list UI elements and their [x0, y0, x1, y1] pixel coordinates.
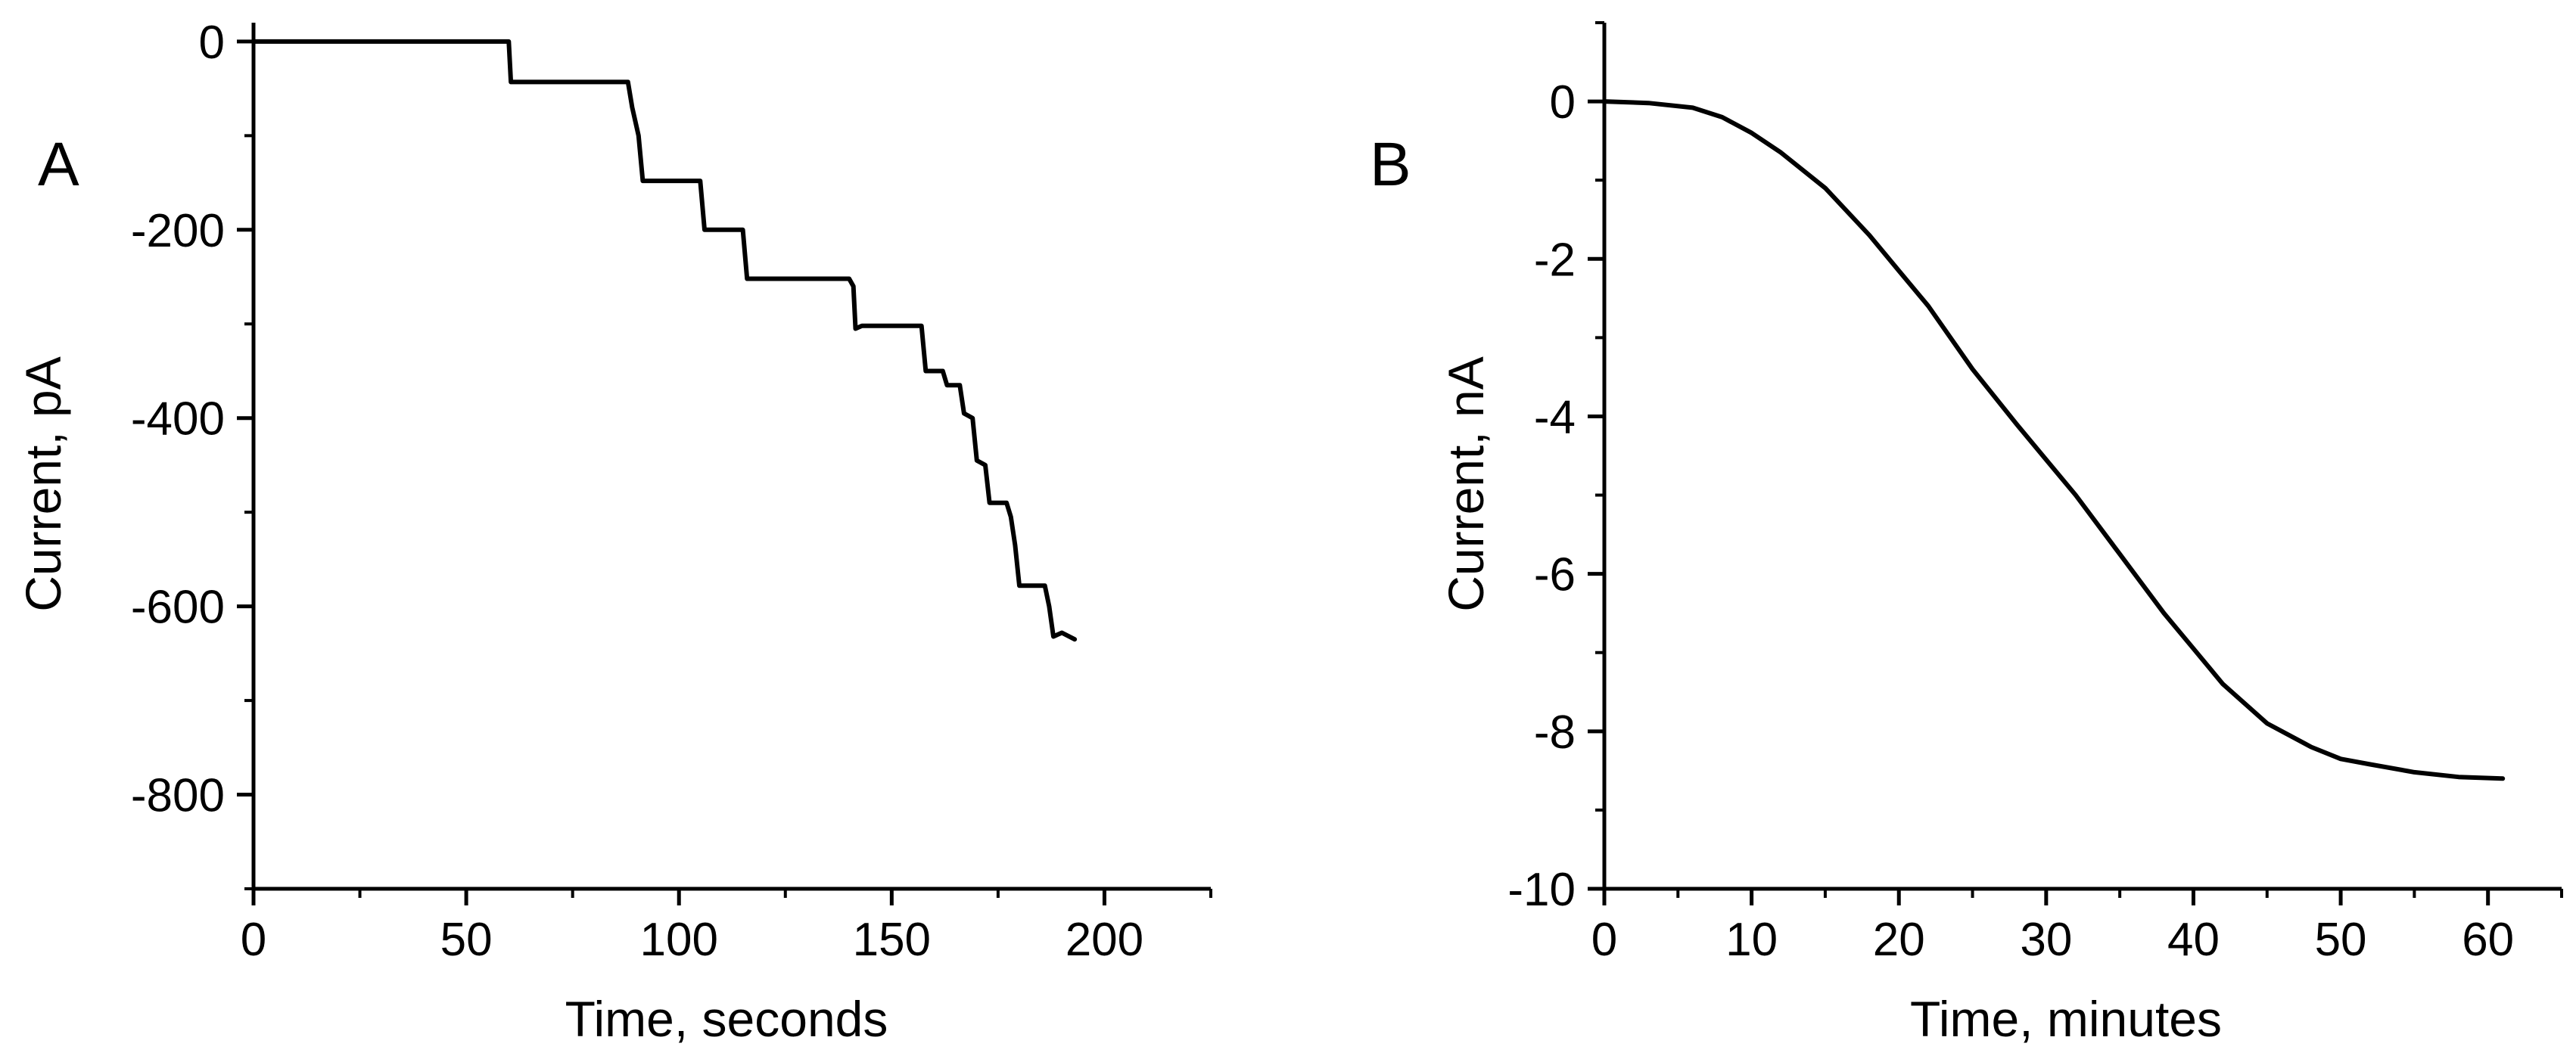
panel-b-xlabel: Time, minutes [1910, 991, 2222, 1047]
panel-a-y-tick-label: -200 [131, 205, 225, 257]
panel-b-y-tick-label: -8 [1534, 706, 1576, 759]
panel-b-chart: B Current, nA Time, minutes 0 10 20 30 40 50 6… [1370, 21, 2563, 1047]
panel-a-x-tick-label: 0 [241, 914, 266, 966]
panel-b-x-tick-label: 60 [2462, 914, 2514, 966]
panel-b-x-tick-label: 30 [2020, 914, 2072, 966]
panel-a-chart: A Current, pA Time, seconds 0 50 100 150 200… [15, 17, 1212, 1047]
panel-a-x-tick-label: 150 [853, 914, 931, 966]
panel-b-x-tick-label: 0 [1591, 914, 1617, 966]
panel-b-label: B [1370, 130, 1411, 199]
panel-b-ylabel: Current, nA [1438, 356, 1494, 611]
panel-a-x-tick-label: 200 [1066, 914, 1143, 966]
panel-a-y-tick-label: -400 [131, 393, 225, 446]
panel-b-x-tick-label: 20 [1873, 914, 1925, 966]
panel-b-y-tick-label: -10 [1507, 864, 1576, 916]
panel-b-x-tick-label: 40 [2167, 914, 2220, 966]
panel-b-x-tick-label: 50 [2315, 914, 2367, 966]
panel-a-series-line [251, 39, 1078, 642]
panel-a-x-tick-label: 100 [639, 914, 717, 966]
panel-a-y-tick-label: -600 [131, 582, 225, 634]
panel-a-ylabel: Current, pA [15, 356, 71, 611]
panel-b-y-tick-label: -4 [1534, 391, 1576, 443]
panel-a-label: A [38, 130, 79, 199]
panel-b-y-tick-label: -2 [1534, 234, 1576, 286]
panel-a-y-tick-label: 0 [199, 17, 225, 69]
panel-a-y-tick-label: -800 [131, 770, 225, 822]
panel-b-y-tick-label: -6 [1534, 549, 1576, 601]
panel-b-x-tick-label: 10 [1725, 914, 1778, 966]
panel-b-y-tick-label: 0 [1550, 76, 1576, 129]
panel-a-x-tick-label: 50 [440, 914, 493, 966]
panel-b-series-line [1602, 99, 2506, 781]
panel-a-xlabel: Time, seconds [565, 991, 888, 1047]
